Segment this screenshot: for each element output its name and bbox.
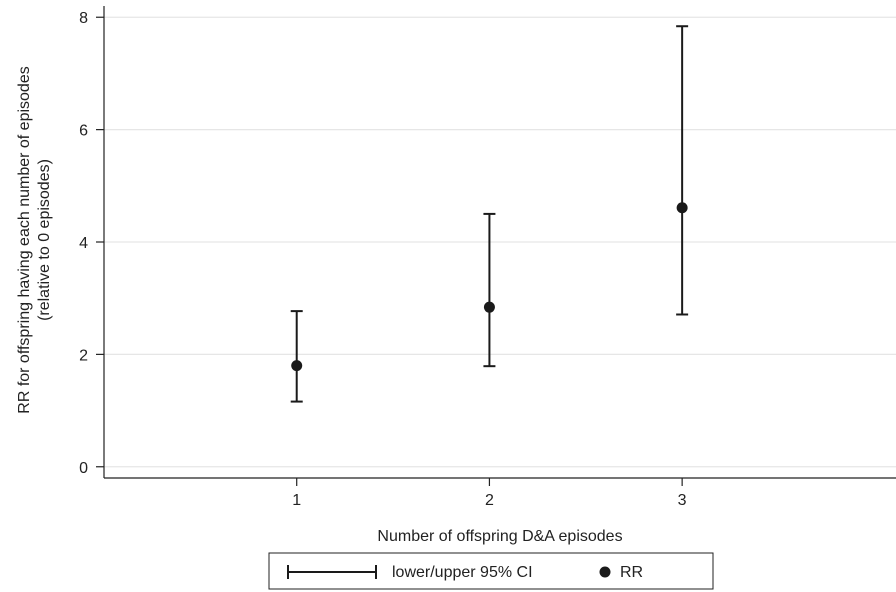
x-axis-label: Number of offspring D&A episodes [377,528,622,545]
point-rr-3 [676,202,688,214]
x-tick-label-3: 3 [678,492,687,509]
errorbar-2 [483,212,496,368]
legend-point-icon [599,566,611,578]
x-tick-label-1: 1 [292,492,301,509]
x-tick-label-2: 2 [485,492,494,509]
y-axis-label-line2: (relative to 0 episodes) [36,159,53,321]
y-tick-label-8: 8 [79,10,88,27]
y-tick-label-6: 6 [79,123,88,140]
error-bars [290,25,689,403]
errorbar-3 [676,25,689,316]
y-tick-label-0: 0 [79,460,88,477]
legend: lower/upper 95% CI RR [268,552,714,590]
legend-errorbar-icon [287,565,377,579]
y-tick-label-2: 2 [79,347,88,364]
legend-label-ci: lower/upper 95% CI [392,564,533,581]
legend-label-rr: RR [620,564,643,581]
y-axis-ticks: 0 2 4 6 8 [79,10,104,477]
point-rr-2 [483,301,495,313]
data-points [291,202,688,372]
y-tick-label-4: 4 [79,235,88,252]
point-rr-1 [291,360,303,372]
x-axis-ticks: 1 2 3 [292,478,687,509]
y-axis-label-line1: RR for offspring having each number of e… [16,66,33,413]
gridlines [104,16,896,468]
errorbar-1 [290,310,303,403]
